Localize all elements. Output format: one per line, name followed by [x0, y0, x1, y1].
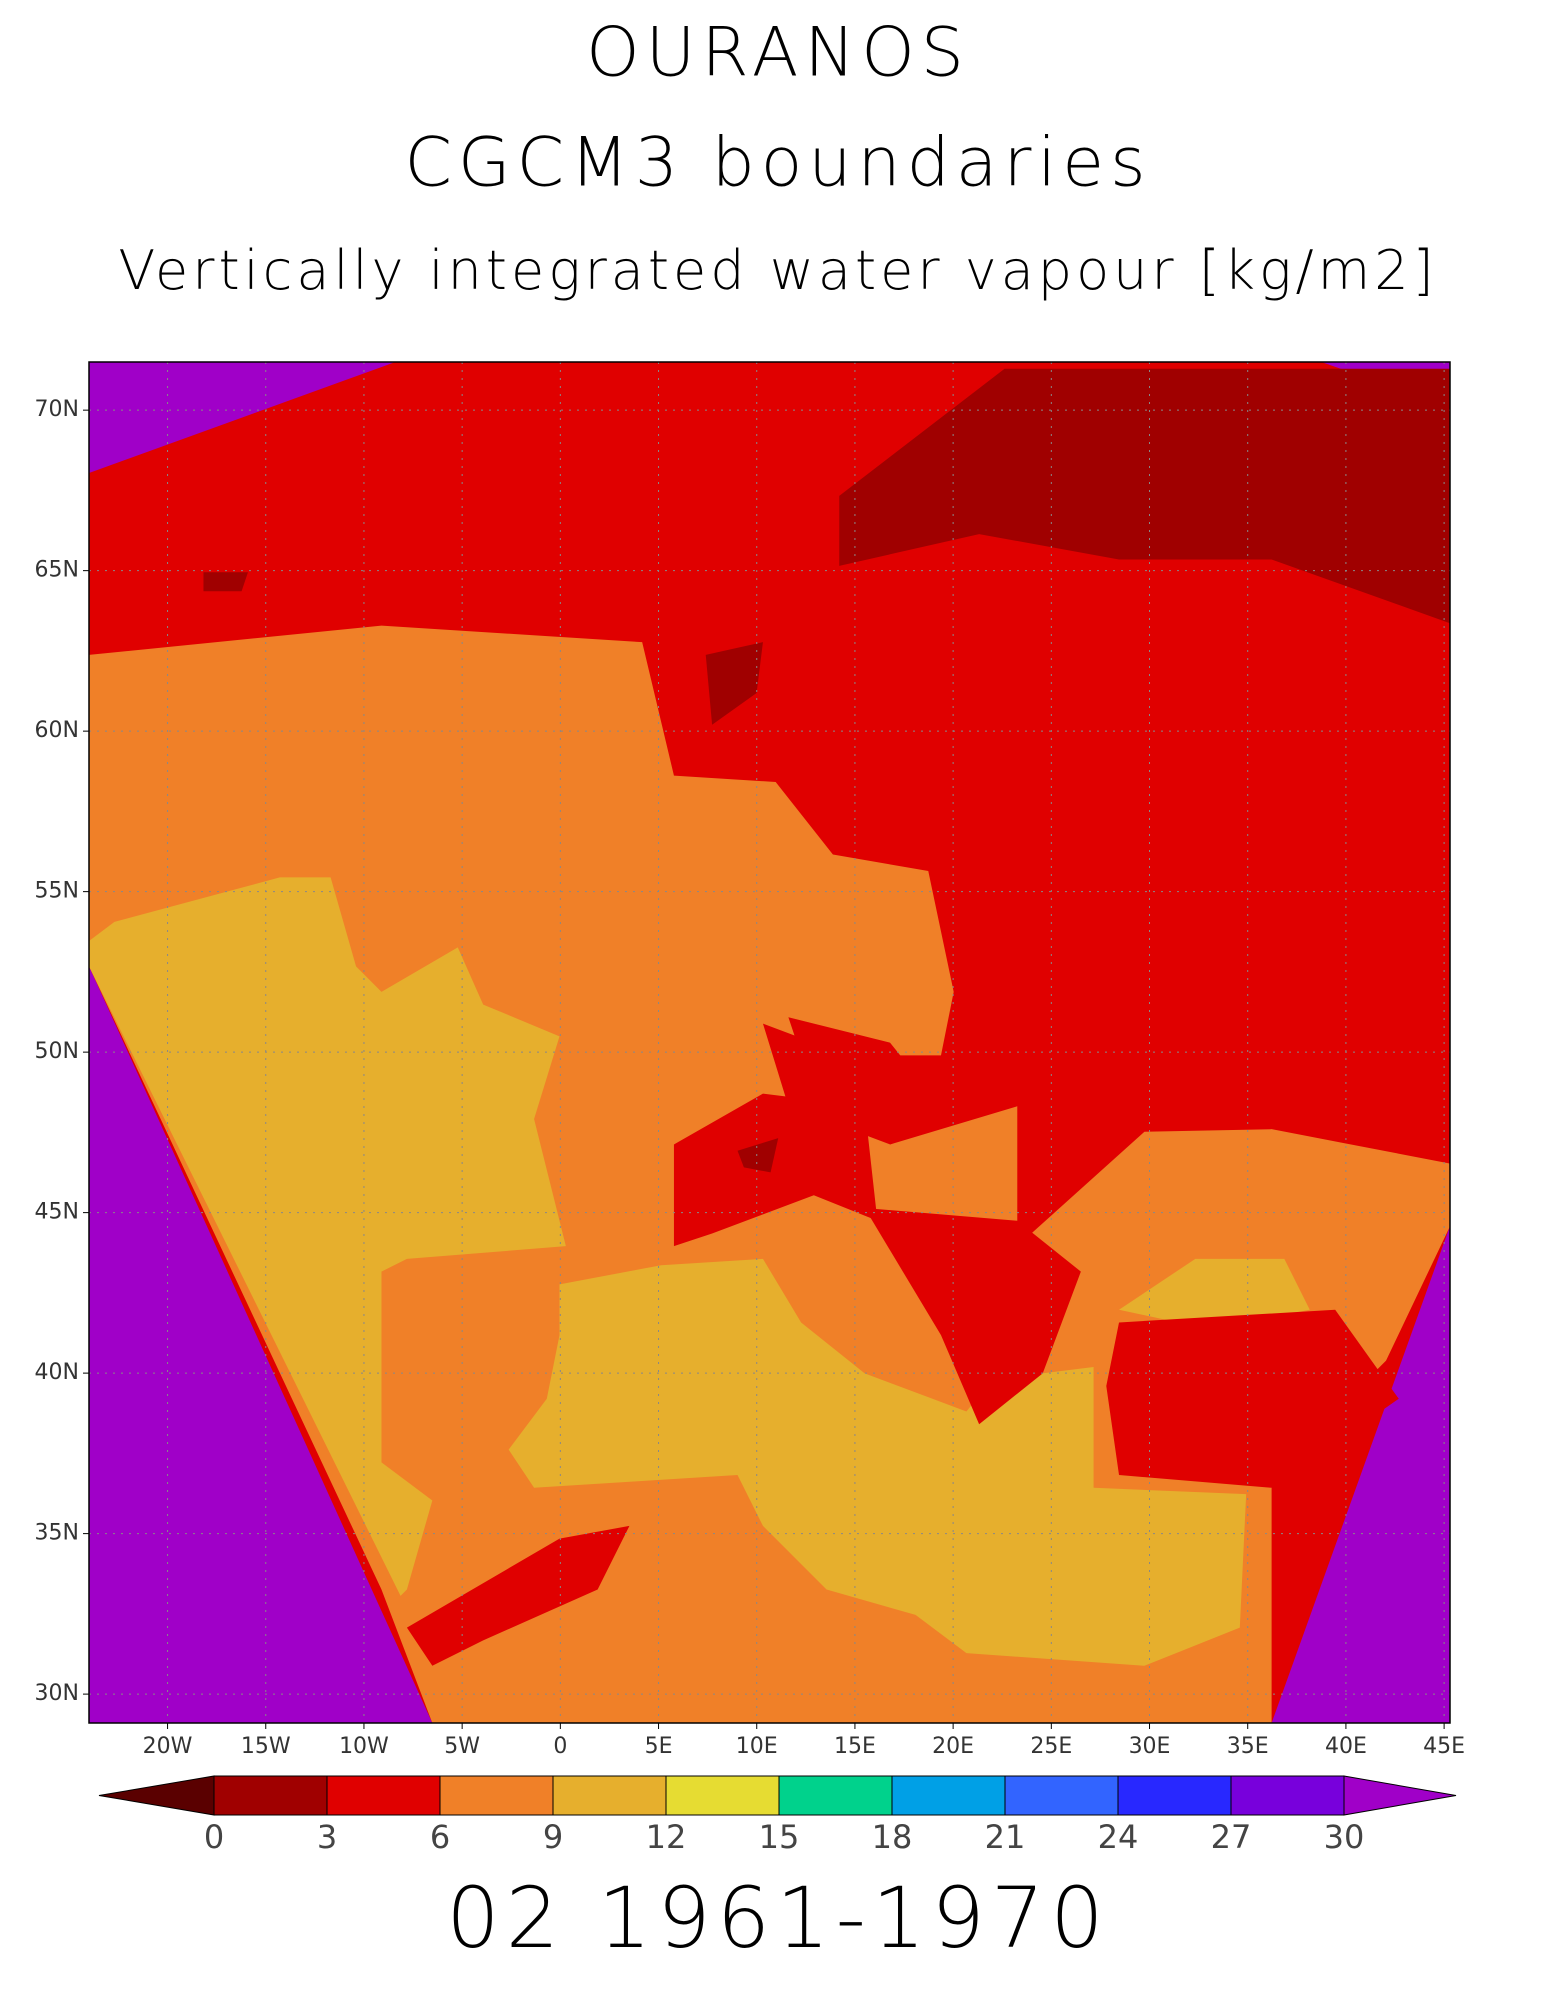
colorbar-box: [1230, 1775, 1345, 1816]
field-3-6: [839, 368, 1450, 624]
field-6-9: [406, 1525, 630, 1666]
x-tick-label: 10E: [736, 1734, 778, 1759]
colorbar-box: [665, 1775, 780, 1816]
colorbar-label: 15: [759, 1818, 800, 1856]
y-tick-label: 40N: [35, 1360, 79, 1385]
y-tick-label: 30N: [35, 1681, 79, 1706]
title: OURANOS: [586, 14, 970, 93]
colorbar-label: 30: [1324, 1818, 1365, 1856]
colorbar-under: [98, 1775, 215, 1816]
map-frame: [88, 361, 1451, 1724]
colorbar-label: 0: [204, 1818, 224, 1856]
x-tick-label: 5E: [645, 1734, 673, 1759]
variable-label: Vertically integrated water vapour [kg/m…: [118, 239, 1437, 302]
field-6-9: [864, 1208, 1081, 1425]
colorbar-label: 3: [317, 1818, 337, 1856]
colorbar-label: 24: [1098, 1818, 1139, 1856]
y-tick-label: 45N: [35, 1200, 79, 1225]
map-field: [89, 362, 1450, 1724]
colorbar: 0 3 6 9 12 15 18 21 24 27 30: [98, 1775, 1457, 1856]
colorbar-box: [439, 1775, 554, 1816]
colorbar-box: [778, 1775, 893, 1816]
colorbar-label: 18: [872, 1818, 913, 1856]
colorbar-label: 12: [646, 1818, 687, 1856]
x-tick-label: 35E: [1227, 1734, 1269, 1759]
colorbar-label: 21: [985, 1818, 1026, 1856]
field-3-6: [737, 1138, 779, 1173]
colorbar-box: [1004, 1775, 1119, 1816]
x-tick-label: 15E: [834, 1734, 876, 1759]
colorbar-label: 6: [430, 1818, 450, 1856]
y-tick-label: 55N: [35, 879, 79, 904]
field-12-15: [1119, 1258, 1310, 1329]
colorbar-box: [326, 1775, 441, 1816]
colorbar-box: [213, 1775, 328, 1816]
x-tick-label: 45E: [1423, 1734, 1465, 1759]
colorbar-box: [552, 1775, 667, 1816]
subtitle: CGCM3 boundaries: [404, 124, 1151, 203]
field-6-9: [788, 1017, 941, 1120]
y-tick-label: 70N: [35, 397, 79, 422]
field-3-6: [203, 572, 248, 592]
x-tick-label: 15W: [241, 1734, 291, 1759]
period-label: 02 1961-1970: [446, 1869, 1109, 1967]
x-tick-label: 20E: [932, 1734, 974, 1759]
field-6-9: [1106, 1309, 1399, 1488]
x-tick-label: 20W: [143, 1734, 193, 1759]
y-tick-label: 50N: [35, 1039, 79, 1064]
field-12-15: [508, 1258, 1247, 1666]
field-12-15: [89, 877, 566, 1596]
colorbar-label: 27: [1211, 1818, 1252, 1856]
colorbar-over: [1343, 1775, 1457, 1816]
x-tick-label: 5W: [444, 1734, 480, 1759]
field-3-6: [705, 642, 763, 725]
field-6-9: [673, 1093, 878, 1247]
x-tick-label: 40E: [1325, 1734, 1367, 1759]
colorbar-box: [1117, 1775, 1232, 1816]
axes: 20W 15W 10W 5W 0 5E 10E 15E 20E 25E 30E 35E 40E 45E 30…: [35, 362, 1465, 1759]
x-tick-label: 25E: [1030, 1734, 1072, 1759]
colorbar-label: 9: [543, 1818, 563, 1856]
colorbar-box: [891, 1775, 1006, 1816]
y-tick-label: 65N: [35, 558, 79, 583]
y-tick-label: 60N: [35, 718, 79, 743]
x-tick-label: 0: [553, 1734, 567, 1759]
x-tick-label: 30E: [1129, 1734, 1171, 1759]
y-tick-label: 35N: [35, 1521, 79, 1546]
x-tick-label: 10W: [339, 1734, 389, 1759]
